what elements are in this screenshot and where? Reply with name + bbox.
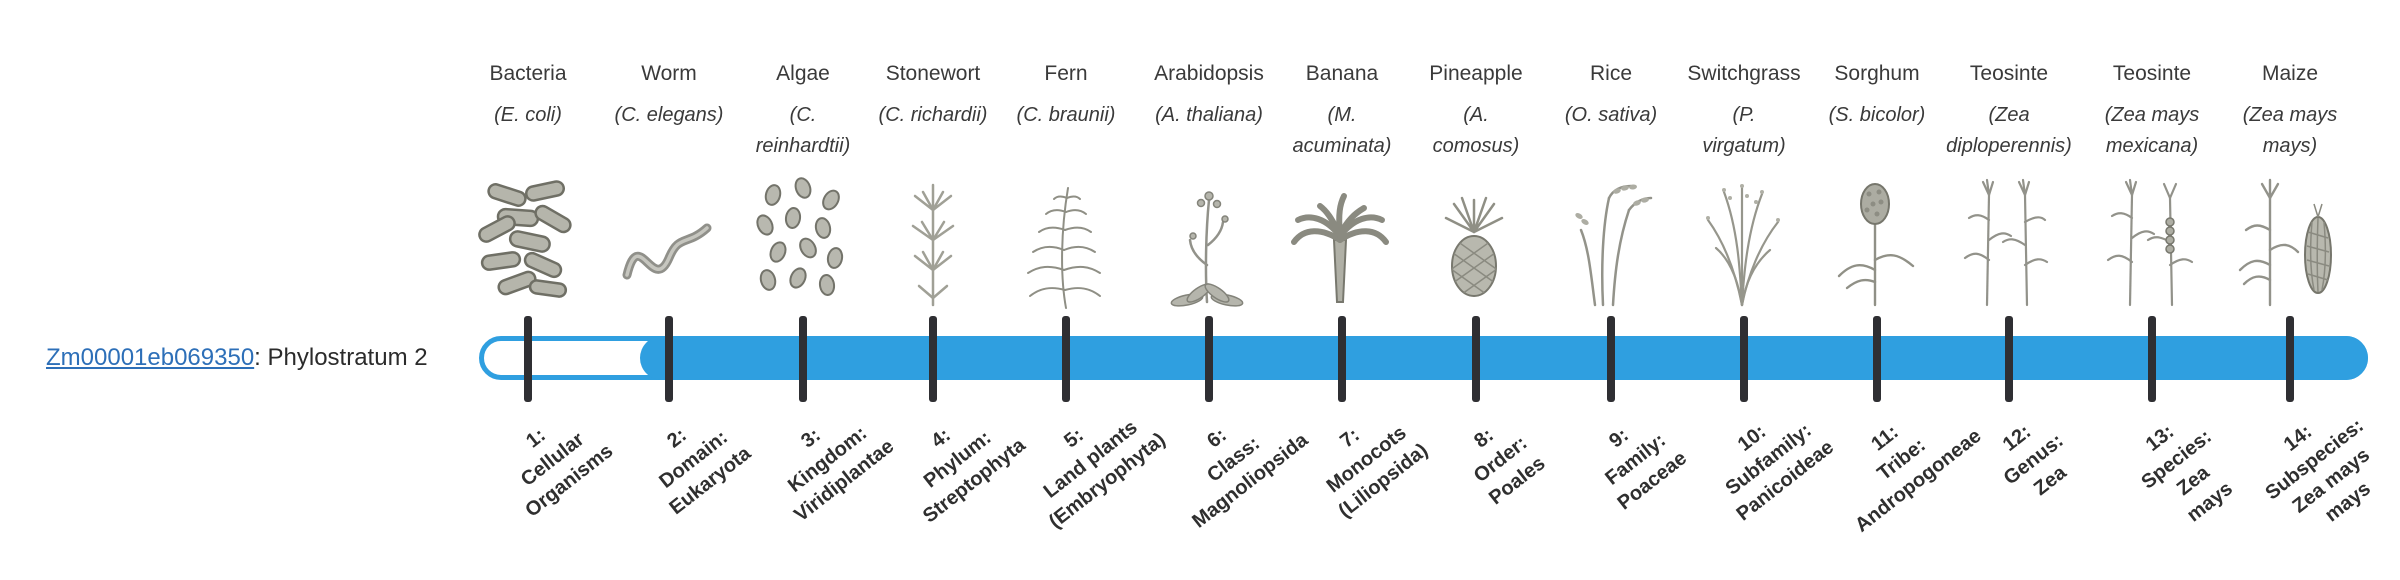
gene-label: Zm00001eb069350: Phylostratum 2 bbox=[46, 344, 428, 372]
organism-common-name: Algae bbox=[776, 62, 830, 85]
organism-scientific-name: (C. elegans) bbox=[614, 104, 724, 126]
bacteria-illustration bbox=[468, 170, 588, 316]
organism-common-name: Rice bbox=[1589, 62, 1632, 85]
organism-common-name: Teosinte bbox=[1969, 62, 2049, 85]
pineapple-illustration bbox=[1416, 170, 1536, 316]
phylostratum-label-4: 4: Phylum: Streptophyta bbox=[918, 424, 1030, 528]
phylostratum-bar-fill bbox=[640, 336, 2368, 380]
organism-scientific-name: (P. virgatum) bbox=[1702, 104, 1786, 157]
phylostratum-label-9: 9: Family: Poaceae bbox=[1601, 424, 1691, 515]
phylostratum-label-3: 3: Kingdom: Viridiplantae bbox=[784, 422, 899, 527]
organism-scientific-name: (Zea mays mexicana) bbox=[2104, 104, 2200, 157]
phylostratum-label-10: 10: Subfamily: Panicoideae bbox=[1721, 419, 1839, 526]
organism-scientific-name: (Zea diploperennis) bbox=[1946, 104, 2072, 157]
rice-illustration bbox=[1551, 170, 1671, 316]
phylostratum-label-7: 7: Monocots (Liliopsida) bbox=[1322, 421, 1433, 523]
banana-illustration bbox=[1282, 170, 1402, 316]
phylostratum-tick-7 bbox=[1338, 316, 1346, 402]
arabidopsis-illustration bbox=[1149, 170, 1269, 316]
phylostratum-tick-6 bbox=[1205, 316, 1213, 402]
phylostratum-tick-10 bbox=[1740, 316, 1748, 402]
organism-common-name: Arabidopsis bbox=[1154, 62, 1264, 85]
phylostratum-tick-8 bbox=[1472, 316, 1480, 402]
organism-scientific-name: (M. acuminata) bbox=[1292, 104, 1392, 157]
phylostratum-tick-13 bbox=[2148, 316, 2156, 402]
phylostratum-label-5: 5: Land plants (Embryophyta) bbox=[1039, 416, 1170, 533]
organism-scientific-name: (C. reinhardtii) bbox=[755, 104, 851, 157]
organism-common-name: Sorghum bbox=[1834, 62, 1920, 85]
phylostratum-tick-14 bbox=[2286, 316, 2294, 402]
phylostratum-tick-12 bbox=[2005, 316, 2013, 402]
organism-scientific-name: (C. braunii) bbox=[1016, 104, 1116, 126]
phylostratum-tick-5 bbox=[1062, 316, 1070, 402]
teosinte-illustration bbox=[1949, 170, 2069, 316]
organism-common-name: Switchgrass bbox=[1687, 62, 1801, 85]
organism-scientific-name: (O. sativa) bbox=[1564, 104, 1658, 126]
organism-common-name: Bacteria bbox=[489, 62, 567, 85]
phylostratum-label-2: 2: Domain: Eukaryota bbox=[655, 424, 756, 520]
phylostratum-tick-4 bbox=[929, 316, 937, 402]
phylostratum-label-12: 12: Genus: Zea bbox=[1998, 420, 2071, 501]
organism-common-name: Worm bbox=[641, 62, 697, 85]
phylostratum-text: : Phylostratum 2 bbox=[254, 344, 428, 371]
phylostratum-tick-2 bbox=[665, 316, 673, 402]
phylostratum-tick-1 bbox=[524, 316, 532, 402]
organism-common-name: Maize bbox=[2261, 62, 2319, 85]
organism-scientific-name: (C. richardii) bbox=[878, 104, 988, 126]
phylostratum-tick-9 bbox=[1607, 316, 1615, 402]
phylostratum-tick-11 bbox=[1873, 316, 1881, 402]
phylostratum-label-8: 8: Order: Poales bbox=[1469, 424, 1550, 510]
organism-scientific-name: (A. comosus) bbox=[1432, 104, 1520, 157]
organism-scientific-name: (Zea mays mays) bbox=[2242, 104, 2338, 157]
phylostratum-tick-3 bbox=[799, 316, 807, 402]
organism-scientific-name: (S. bicolor) bbox=[1828, 104, 1926, 126]
stonewort-illustration bbox=[873, 170, 993, 316]
organism-common-name: Teosinte bbox=[2112, 62, 2192, 85]
switchgrass-illustration bbox=[1684, 170, 1804, 316]
phylostratum-label-11: 11: Tribe: Andropogoneae bbox=[1851, 421, 1986, 537]
worm-illustration bbox=[609, 170, 729, 316]
maize-illustration bbox=[2230, 170, 2350, 316]
organism-common-name: Fern bbox=[1044, 62, 1088, 85]
organism-scientific-name: (A. thaliana) bbox=[1155, 104, 1263, 126]
phylostratum-label-14: 14: Subspecies: Zea mays mays bbox=[2261, 414, 2375, 527]
sorghum-illustration bbox=[1817, 170, 1937, 316]
fern-illustration bbox=[1006, 170, 1126, 316]
organism-common-name: Banana bbox=[1305, 62, 1379, 85]
organism-common-name: Pineapple bbox=[1429, 62, 1523, 85]
organism-scientific-name: (E. coli) bbox=[494, 104, 562, 126]
teosinte-illustration-2 bbox=[2092, 170, 2212, 316]
algae-illustration bbox=[743, 170, 863, 316]
organism-common-name: Stonewort bbox=[885, 62, 981, 85]
gene-link[interactable]: Zm00001eb069350 bbox=[46, 344, 255, 371]
phylostratum-label-6: 6: Class: Magnoliopsida bbox=[1188, 424, 1313, 533]
phylostratum-label-1: 1: Cellular Organisms bbox=[516, 424, 618, 522]
